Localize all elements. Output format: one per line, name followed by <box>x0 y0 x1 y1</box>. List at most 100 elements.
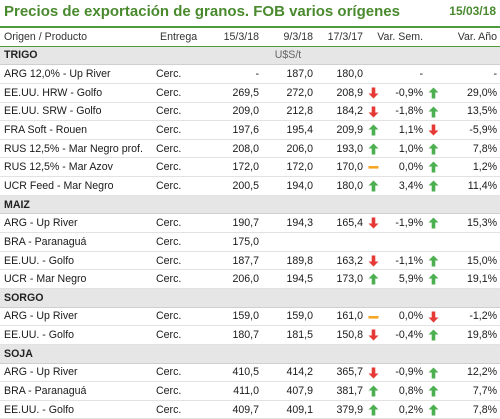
arrow-up-icon <box>426 180 440 192</box>
arrow-up-icon <box>426 143 440 155</box>
price-year-ago: 180,0 <box>316 64 366 84</box>
col-header-var-sem: Var. Sem. <box>366 28 427 47</box>
trend-cell <box>366 251 382 271</box>
table-row: EE.UU. - Golfo Cerc. 409,7 409,1 379,9 0,2% 7,… <box>0 400 500 419</box>
price-year-ago: 170,0 <box>316 157 366 178</box>
var-sem-value: -1,8% <box>382 102 427 122</box>
price-year-ago: 193,0 <box>316 139 366 159</box>
trend-cell <box>426 213 443 234</box>
product-name: ARG - Up River <box>0 307 156 327</box>
price-current: 269,5 <box>210 83 262 103</box>
var-anio-value: -1,2% <box>442 307 500 327</box>
trend-cell <box>366 307 382 327</box>
trend-cell <box>426 64 443 84</box>
delivery: Cerc. <box>156 269 210 289</box>
delivery: Cerc. <box>156 213 210 234</box>
price-current: 190,7 <box>210 213 262 234</box>
delivery: Cerc. <box>156 232 210 252</box>
var-anio-value: 7,7% <box>442 381 500 401</box>
trend-cell <box>426 139 443 159</box>
var-anio-value: 15,3% <box>442 213 500 234</box>
product-name: ARG - Up River <box>0 213 156 234</box>
report-title: Precios de exportación de granos. FOB va… <box>4 3 400 20</box>
section-title: TRIGO <box>0 46 210 66</box>
var-sem-value: -0,4% <box>382 325 427 345</box>
section-row: MAIZ <box>0 195 500 215</box>
unit-label <box>210 195 366 215</box>
price-year-ago: 180,0 <box>316 176 366 196</box>
no-change-icon <box>366 161 380 173</box>
product-name: RUS 12,5% - Mar Azov <box>0 157 156 178</box>
trend-cell <box>366 157 382 178</box>
var-sem-value: 1,1% <box>382 120 427 140</box>
price-week-ago: 414,2 <box>262 363 316 383</box>
arrow-up-icon <box>366 404 380 416</box>
trend-cell <box>426 176 443 196</box>
delivery: Cerc. <box>156 381 210 401</box>
price-current: 206,0 <box>210 269 262 289</box>
product-name: EE.UU. SRW - Golfo <box>0 102 156 122</box>
var-sem-value: -0,9% <box>382 363 427 383</box>
price-current: 411,0 <box>210 381 262 401</box>
price-year-ago: 165,4 <box>316 213 366 234</box>
trend-cell <box>426 381 443 401</box>
product-name: FRA Soft - Rouen <box>0 120 156 140</box>
price-current: 209,0 <box>210 102 262 122</box>
price-year-ago: 173,0 <box>316 269 366 289</box>
price-week-ago: 212,8 <box>262 102 316 122</box>
price-year-ago: 184,2 <box>316 102 366 122</box>
report-date: 15/03/18 <box>449 4 496 18</box>
trend-cell <box>366 363 382 383</box>
arrow-down-icon <box>366 254 380 267</box>
arrow-up-icon <box>366 273 380 285</box>
delivery: Cerc. <box>156 307 210 327</box>
price-year-ago: 150,8 <box>316 325 366 345</box>
table-row: RUS 12,5% - Mar Negro prof. Cerc. 208,0 206… <box>0 139 500 159</box>
price-current: 187,7 <box>210 251 262 271</box>
section-row: TRIGO U$S/t <box>0 46 500 66</box>
section-title: SORGO <box>0 288 210 308</box>
price-year-ago: 209,9 <box>316 120 366 140</box>
arrow-up-icon <box>366 143 380 155</box>
arrow-up-icon <box>426 161 440 173</box>
trend-cell <box>366 381 382 401</box>
price-week-ago: 181,5 <box>262 325 316 345</box>
var-anio-value: 7,8% <box>442 400 500 419</box>
var-anio-value: -5,9% <box>442 120 500 140</box>
price-year-ago: 379,9 <box>316 400 366 419</box>
price-week-ago: 159,0 <box>262 307 316 327</box>
delivery: Cerc. <box>156 251 210 271</box>
price-current: 175,0 <box>210 232 262 252</box>
trend-cell <box>366 232 382 252</box>
table-row: ARG - Up River Cerc. 190,7 194,3 165,4 -1,9% 1… <box>0 213 500 234</box>
var-sem-value: 5,9% <box>382 269 427 289</box>
arrow-up-icon <box>426 87 440 99</box>
price-week-ago: 407,9 <box>262 381 316 401</box>
price-year-ago: 365,7 <box>316 363 366 383</box>
product-name: EE.UU. - Golfo <box>0 325 156 345</box>
price-week-ago: 187,0 <box>262 64 316 84</box>
arrow-up-icon <box>426 366 440 378</box>
price-year-ago <box>316 232 366 252</box>
var-sem-value: -0,9% <box>382 83 427 103</box>
product-name: BRA - Paranaguá <box>0 381 156 401</box>
arrow-down-icon <box>426 124 440 136</box>
trend-cell <box>426 102 443 122</box>
unit-label <box>210 344 366 364</box>
price-table: Origen / Producto Entrega 15/3/18 9/3/18… <box>0 28 500 419</box>
product-name: RUS 12,5% - Mar Negro prof. <box>0 139 156 159</box>
unit-label: U$S/t <box>210 46 366 66</box>
section-fill <box>366 195 500 215</box>
price-year-ago: 163,2 <box>316 251 366 271</box>
delivery: Cerc. <box>156 102 210 122</box>
product-name: ARG 12,0% - Up River <box>0 64 156 84</box>
var-sem-value: -1,9% <box>382 213 427 234</box>
col-header-price-week: 9/3/18 <box>262 28 316 47</box>
section-fill <box>366 288 500 308</box>
var-sem-value: 0,0% <box>382 157 427 178</box>
var-anio-value: 1,2% <box>442 157 500 178</box>
section-title: MAIZ <box>0 195 210 215</box>
var-sem-value: 0,2% <box>382 400 427 419</box>
delivery: Cerc. <box>156 64 210 84</box>
trend-cell <box>366 64 382 84</box>
